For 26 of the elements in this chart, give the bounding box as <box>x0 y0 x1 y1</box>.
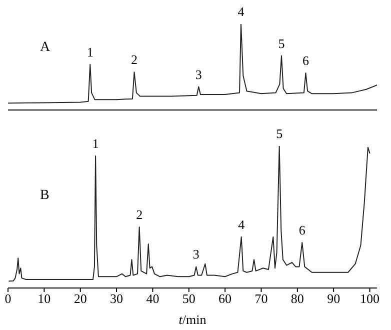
x-tick-label: 40 <box>146 291 160 306</box>
annotation: 3 <box>192 246 200 262</box>
annotation: 4 <box>238 216 246 232</box>
x-tick-label: 80 <box>290 291 304 306</box>
annotation: 3 <box>195 66 202 82</box>
x-tick-label: 30 <box>110 291 124 306</box>
annotation: 5 <box>278 36 285 51</box>
annotation: 2 <box>131 52 138 68</box>
text: B <box>40 188 50 204</box>
x-tick-label: 90 <box>327 291 340 306</box>
x-tick-label: 0 <box>4 291 12 306</box>
text: A <box>40 40 50 56</box>
annotation: 2 <box>136 206 143 222</box>
x-tick-label: 60 <box>218 291 232 306</box>
annotation: 4 <box>238 4 245 19</box>
x-tick-label: 50 <box>182 291 196 306</box>
annotation: 1 <box>86 44 94 60</box>
x-tick-label: 10 <box>38 291 51 306</box>
annotation: 1 <box>92 136 99 151</box>
x-tick-label: 20 <box>74 291 87 306</box>
annotation: 6 <box>298 222 306 238</box>
x-axis-title: t/min <box>178 312 207 327</box>
x-tick-label: 70 <box>254 291 268 306</box>
x-tick-label: 100 <box>360 291 380 306</box>
annotation: 5 <box>276 126 283 141</box>
annotation: 6 <box>302 53 310 68</box>
